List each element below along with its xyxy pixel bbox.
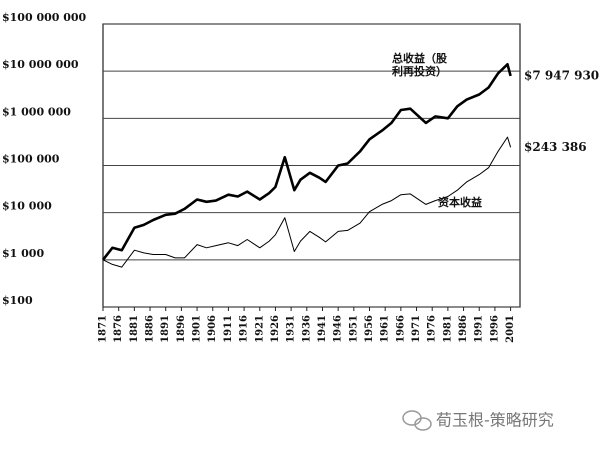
x-tick-label: 1926	[270, 315, 281, 343]
x-tick-label: 1916	[239, 315, 250, 343]
series-name: 资本收益	[438, 196, 482, 209]
x-tick-label: 1896	[176, 315, 187, 343]
x-tick-label: 1961	[380, 315, 391, 343]
value-label: $7 947 930	[524, 68, 599, 82]
x-tick-label: 1991	[474, 315, 485, 343]
y-tick-label: $10 000 000	[2, 58, 79, 71]
x-tick-label: 1901	[192, 315, 203, 343]
y-tick-label: $100 000	[2, 153, 60, 166]
x-tick-label: 1971	[411, 315, 422, 343]
x-tick-label: 1886	[145, 315, 156, 343]
y-tick-label: $100 000 000	[2, 11, 87, 24]
x-tick-label: 1981	[442, 315, 453, 343]
x-tick-label: 2001	[505, 315, 516, 343]
x-tick-label: 1931	[286, 315, 297, 343]
series-label: 资本收益	[438, 196, 482, 209]
x-tick-label: 1976	[427, 315, 438, 343]
x-tick-label: 1891	[160, 315, 171, 343]
series-line	[102, 136, 512, 268]
y-tick-label: $1 000 000	[2, 105, 71, 118]
x-tick-label: 1946	[333, 315, 344, 343]
y-tick-label: $1 000	[2, 247, 44, 260]
series-name: 总收益（股利再投资）	[392, 52, 447, 78]
watermark-icon	[402, 410, 432, 431]
x-tick-label: 1911	[223, 315, 234, 343]
series-label: 总收益（股利再投资）	[392, 52, 447, 78]
y-tick-label: $10 000	[2, 200, 52, 213]
value-label: $243 386	[524, 140, 587, 154]
x-tick-label: 1936	[301, 315, 312, 343]
x-tick-label: 1941	[317, 315, 328, 343]
x-tick-label: 1956	[364, 315, 375, 343]
y-tick-label: $100	[2, 294, 33, 307]
x-tick-label: 1996	[489, 315, 500, 343]
x-tick-label: 1871	[98, 315, 109, 343]
x-tick-label: 1921	[254, 315, 265, 343]
x-tick-label: 1876	[113, 315, 124, 343]
watermark: 荀玉根-策略研究	[436, 411, 554, 430]
series-line	[101, 63, 512, 261]
x-tick-label: 1966	[395, 315, 406, 343]
x-tick-label: 1986	[458, 315, 469, 343]
x-tick-label: 1881	[129, 315, 140, 343]
x-tick-label: 1906	[207, 315, 218, 343]
x-tick-label: 1951	[348, 315, 359, 343]
